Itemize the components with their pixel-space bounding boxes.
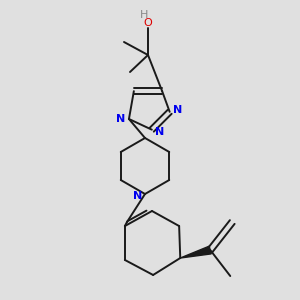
- Text: H: H: [140, 10, 148, 20]
- Text: N: N: [173, 105, 182, 115]
- Text: N: N: [155, 127, 164, 137]
- Text: N: N: [116, 114, 126, 124]
- Polygon shape: [180, 246, 211, 258]
- Text: N: N: [134, 191, 142, 201]
- Text: O: O: [144, 18, 152, 28]
